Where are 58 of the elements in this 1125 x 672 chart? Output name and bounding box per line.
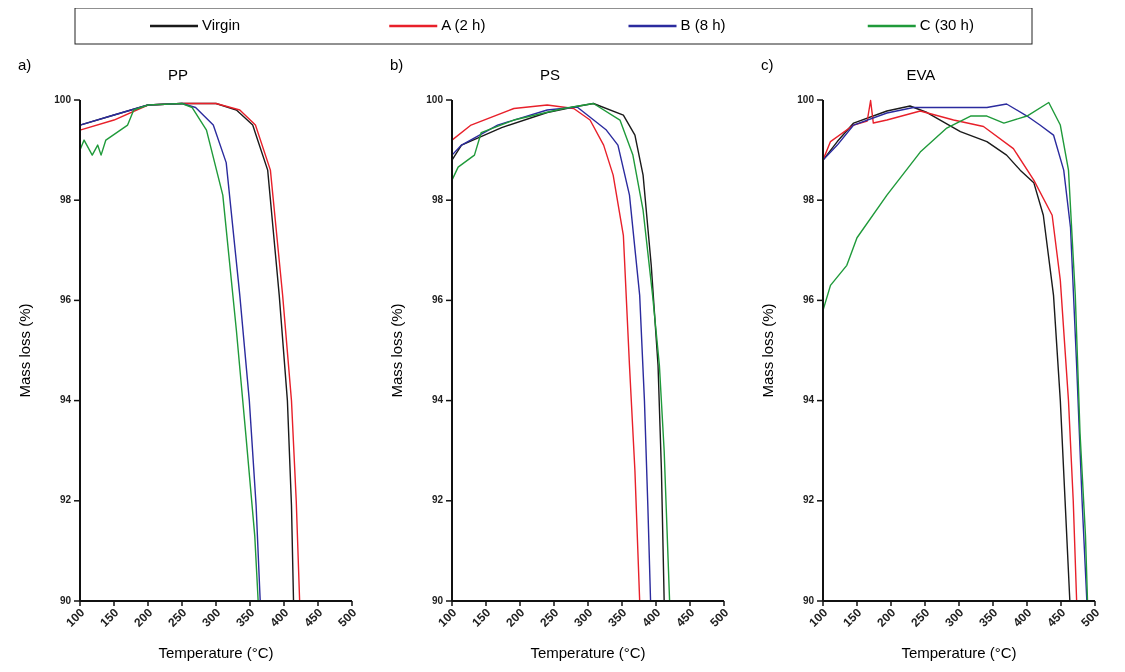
y-tick-label: 98 [802,193,815,205]
y-tick-label: 90 [802,594,815,606]
x-tick-label: 450 [301,605,326,630]
x-tick-label: 500 [335,605,360,630]
x-tick-label: 250 [165,605,190,630]
chart-title: PS [539,66,560,83]
x-tick-label: 350 [605,605,630,630]
y-tick-label: 100 [797,93,815,105]
y-tick-label: 96 [802,294,815,306]
x-tick-label: 300 [199,605,224,630]
y-tick-label: 92 [802,494,815,506]
x-tick-label: 150 [97,605,122,630]
y-tick-label: 94 [431,394,444,406]
y-tick-label: 98 [431,193,444,205]
x-tick-label: 350 [233,605,258,630]
x-tick-label: 500 [1078,605,1103,630]
x-tick-label: 250 [537,605,562,630]
legend-label: Virgin [202,15,241,33]
x-tick-label: 200 [503,605,528,630]
y-tick-label: 90 [431,594,444,606]
x-tick-label: 400 [1010,605,1035,630]
y-tick-label: 94 [802,394,815,406]
x-tick-label: 300 [942,605,967,630]
y-tick-label: 100 [54,93,72,105]
y-axis-title: Mass loss (%) [759,303,776,398]
y-tick-label: 92 [59,494,72,506]
x-axis-title: Temperature (°C) [530,644,646,661]
x-tick-label: 200 [874,605,899,630]
legend-label: C (30 h) [919,15,974,33]
text: b) [390,56,404,73]
chart-title: EVA [906,66,936,83]
text: a) [18,56,32,73]
text: c) [761,56,774,73]
x-tick-label: 150 [840,605,865,630]
x-tick-label: 250 [908,605,933,630]
y-axis-title: Mass loss (%) [16,303,33,398]
y-tick-label: 92 [431,494,444,506]
x-tick-label: 150 [469,605,494,630]
x-axis-title: Temperature (°C) [901,644,1017,661]
y-axis-title: Mass loss (%) [388,303,405,398]
y-tick-label: 96 [59,294,72,306]
y-tick-label: 98 [59,193,72,205]
chart-title: PP [167,66,188,83]
x-tick-label: 200 [131,605,156,630]
y-tick-label: 94 [59,394,72,406]
x-tick-label: 450 [673,605,698,630]
legend-label: A (2 h) [441,15,486,33]
x-tick-label: 400 [267,605,292,630]
x-axis-title: Temperature (°C) [158,644,274,661]
y-tick-label: 90 [59,594,72,606]
y-tick-label: 96 [431,294,444,306]
x-tick-label: 300 [571,605,596,630]
x-tick-label: 350 [976,605,1001,630]
x-tick-label: 500 [707,605,732,630]
y-tick-label: 100 [426,93,444,105]
x-tick-label: 450 [1044,605,1069,630]
legend-label: B (8 h) [680,15,726,33]
x-tick-label: 400 [639,605,664,630]
